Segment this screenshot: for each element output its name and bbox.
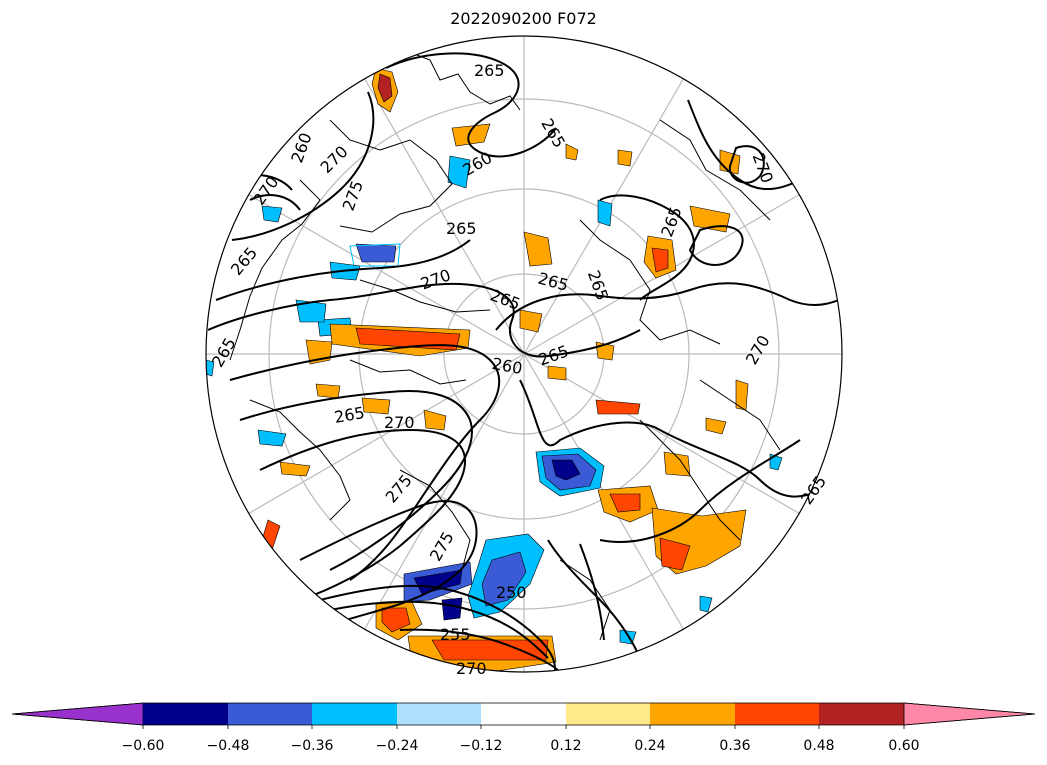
colorbar-tick-label: −0.24 bbox=[376, 738, 419, 754]
colorbar-ticks bbox=[142, 725, 905, 729]
colorbar-tick-label: −0.36 bbox=[291, 738, 334, 754]
coastlines bbox=[229, 49, 781, 641]
colorbar-swatch bbox=[819, 703, 904, 725]
height-contours bbox=[207, 52, 842, 672]
colorbar-swatch bbox=[566, 703, 650, 725]
map-boundary bbox=[205, 35, 843, 673]
colorbar-tick-label: 0.24 bbox=[634, 738, 665, 754]
contour-label: 265 bbox=[474, 61, 505, 80]
colorbar-tick-label: −0.60 bbox=[122, 738, 165, 754]
contour-label: 255 bbox=[440, 625, 471, 644]
contour-label: 265 bbox=[446, 219, 477, 238]
colorbar: −0.60 −0.48 −0.36 −0.24 −0.12 0.12 0.24 … bbox=[11, 702, 1036, 754]
colorbar-swatch bbox=[481, 703, 566, 725]
colorbar-tick-label: 0.12 bbox=[550, 738, 581, 754]
colorbar-tick-label: 0.36 bbox=[719, 738, 750, 754]
colorbar-swatch bbox=[735, 703, 819, 725]
contour-label: 270 bbox=[384, 413, 415, 432]
colorbar-swatch bbox=[650, 703, 735, 725]
colorbar-under-arrow bbox=[11, 702, 144, 726]
colorbar-tick-label: −0.48 bbox=[207, 738, 250, 754]
colorbar-swatch bbox=[397, 703, 481, 725]
map-title: 2022090200 F072 bbox=[450, 9, 597, 28]
colorbar-tick-label: −0.12 bbox=[460, 738, 503, 754]
colorbar-tick-label: 0.60 bbox=[888, 738, 919, 754]
colorbar-swatch bbox=[228, 703, 312, 725]
colorbar-swatch bbox=[312, 703, 397, 725]
contour-label: 250 bbox=[496, 583, 527, 602]
colorbar-tick-label: 0.48 bbox=[803, 738, 834, 754]
colorbar-over-arrow bbox=[903, 702, 1036, 726]
contour-label: 270 bbox=[456, 659, 487, 678]
anomaly-shading bbox=[206, 67, 783, 672]
map-disk: 265 265 265 265 265 265 265 265 265 265 … bbox=[205, 35, 843, 678]
colorbar-swatch bbox=[143, 703, 228, 725]
